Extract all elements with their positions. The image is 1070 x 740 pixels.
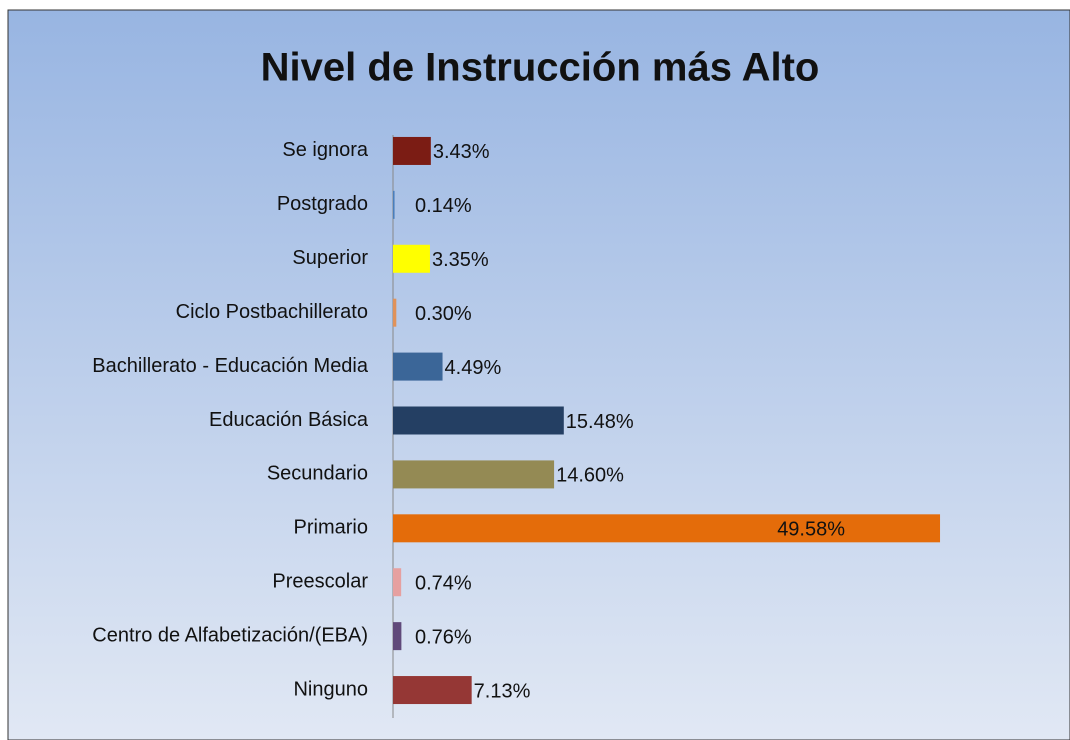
data-label: 0.30%: [415, 303, 472, 325]
data-label: 0.14%: [415, 195, 472, 217]
y-tick-label: Educación Básica: [209, 409, 369, 431]
bar: [393, 460, 555, 489]
y-tick-label: Ciclo Postbachillerato: [176, 301, 368, 323]
chart-title: Nivel de Instrucción más Alto: [261, 46, 820, 90]
y-tick-label: Superior: [292, 247, 368, 269]
y-tick-label: Primario: [294, 517, 368, 539]
data-label: 0.76%: [415, 626, 472, 648]
bar: [393, 298, 397, 327]
y-tick-label: Secundario: [267, 463, 368, 485]
y-tick-label: Bachillerato - Educación Media: [92, 355, 369, 377]
bar: [393, 136, 431, 165]
bar: [393, 244, 430, 273]
data-label: 49.58%: [777, 519, 845, 541]
bar: [393, 568, 402, 597]
bar: [393, 622, 402, 651]
bar: [393, 514, 941, 543]
bar: [393, 676, 472, 705]
y-tick-label: Postgrado: [277, 193, 368, 215]
y-tick-label: Ninguno: [293, 678, 368, 700]
data-label: 3.43%: [433, 141, 490, 163]
data-label: 7.13%: [474, 680, 531, 702]
data-label: 3.35%: [432, 249, 489, 271]
data-label: 0.74%: [415, 573, 472, 595]
bar: [393, 406, 564, 435]
y-tick-label: Centro de Alfabetización/(EBA): [92, 624, 368, 646]
bar: [393, 352, 443, 381]
chart-area: [7, 9, 1070, 740]
data-label: 4.49%: [445, 357, 502, 379]
data-label: 14.60%: [556, 465, 624, 487]
y-tick-label: Se ignora: [282, 139, 368, 161]
bar: [393, 190, 395, 219]
y-tick-label: Preescolar: [272, 571, 368, 593]
data-label: 15.48%: [566, 411, 634, 433]
